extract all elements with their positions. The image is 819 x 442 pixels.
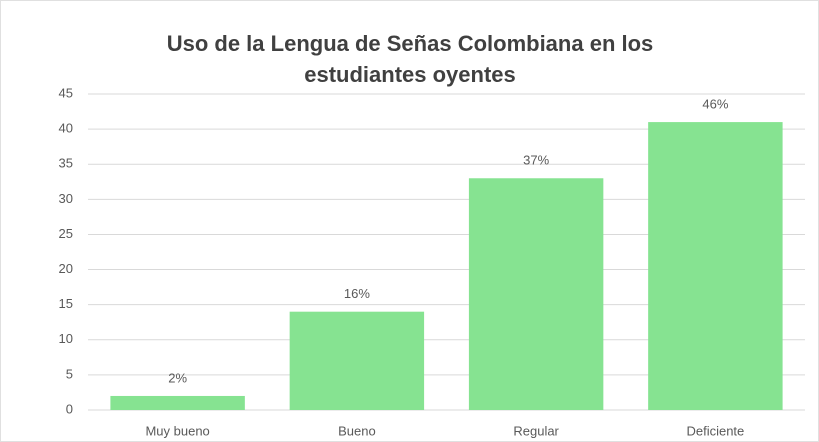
- y-tick-label: 0: [66, 401, 73, 416]
- x-tick-label: Deficiente: [686, 423, 744, 438]
- data-label: 46%: [702, 97, 728, 112]
- y-tick-label: 20: [59, 261, 73, 276]
- bar: [468, 178, 604, 410]
- bar: [289, 311, 425, 410]
- y-tick-label: 15: [59, 296, 73, 311]
- x-tick-label: Regular: [513, 423, 559, 438]
- bar: [648, 122, 783, 410]
- bar: [110, 395, 245, 410]
- y-tick-label: 5: [66, 366, 73, 381]
- y-tick-label: 25: [59, 226, 73, 241]
- y-tick-label: 35: [59, 156, 73, 171]
- data-label: 2%: [168, 370, 187, 385]
- x-tick-label: Bueno: [338, 423, 376, 438]
- y-tick-label: 10: [59, 331, 73, 346]
- y-tick-label: 30: [59, 191, 73, 206]
- data-label: 37%: [523, 153, 549, 168]
- data-label: 16%: [344, 286, 370, 301]
- chart-title: Uso de la Lengua de Señas Colombiana en …: [166, 31, 654, 87]
- y-tick-label: 45: [59, 85, 73, 100]
- x-tick-label: Muy bueno: [145, 423, 209, 438]
- y-tick-label: 40: [59, 121, 73, 136]
